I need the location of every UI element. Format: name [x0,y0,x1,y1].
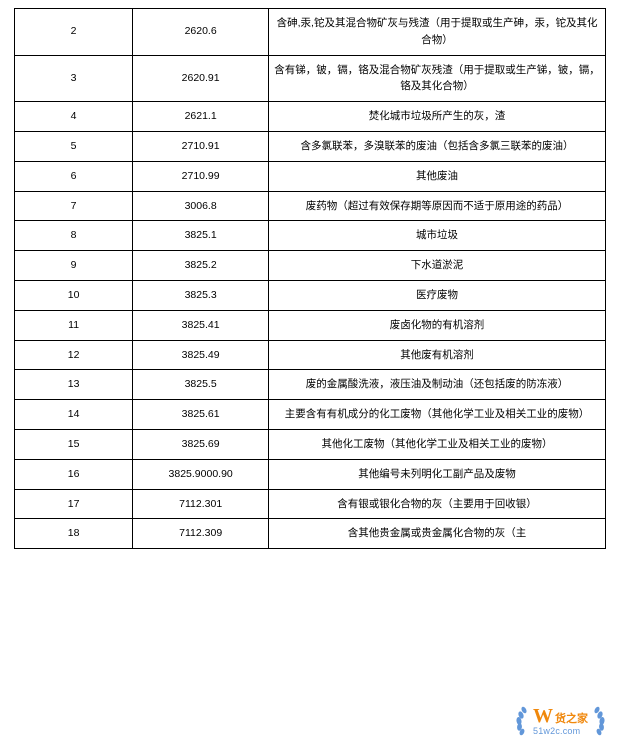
cell-desc: 其他编号未列明化工副产品及废物 [269,459,606,489]
cell-idx: 9 [15,251,133,281]
cell-code: 3825.41 [133,310,269,340]
cell-idx: 15 [15,429,133,459]
cell-code: 3825.2 [133,251,269,281]
cell-desc: 含有锑，铍，镉，铬及混合物矿灰残渣（用于提取或生产锑，铍，镉，铬及其化合物） [269,55,606,102]
cell-code: 2710.91 [133,131,269,161]
cell-idx: 17 [15,489,133,519]
cell-idx: 12 [15,340,133,370]
cell-desc: 下水道淤泥 [269,251,606,281]
cell-idx: 11 [15,310,133,340]
cell-idx: 10 [15,280,133,310]
cell-code: 3825.9000.90 [133,459,269,489]
cell-desc: 其他化工废物（其他化学工业及相关工业的废物） [269,429,606,459]
table-row: 32620.91含有锑，铍，镉，铬及混合物矿灰残渣（用于提取或生产锑，铍，镉，铬… [15,55,606,102]
cell-desc: 含其他贵金属或贵金属化合物的灰（主 [269,519,606,549]
document-page: 22620.6含砷,汞,铊及其混合物矿灰与残渣（用于提取或生产砷，汞，铊及其化合… [0,0,620,557]
cell-idx: 7 [15,191,133,221]
cell-idx: 5 [15,131,133,161]
table-row: 163825.9000.90其他编号未列明化工副产品及废物 [15,459,606,489]
cell-desc: 其他废油 [269,161,606,191]
table-row: 83825.1城市垃圾 [15,221,606,251]
table-row: 113825.41废卤化物的有机溶剂 [15,310,606,340]
logo-letter: W [533,706,553,727]
cell-desc: 含砷,汞,铊及其混合物矿灰与残渣（用于提取或生产砷，汞，铊及其化合物） [269,9,606,56]
cell-code: 3825.5 [133,370,269,400]
cell-code: 3825.61 [133,400,269,430]
table-row: 153825.69其他化工废物（其他化学工业及相关工业的废物） [15,429,606,459]
cell-desc: 废卤化物的有机溶剂 [269,310,606,340]
table-row: 187112.309含其他贵金属或贵金属化合物的灰（主 [15,519,606,549]
logo-text-block: W 货之家 51w2c.com [533,706,588,736]
cell-code: 3006.8 [133,191,269,221]
cell-code: 3825.1 [133,221,269,251]
cell-code: 7112.309 [133,519,269,549]
table-row: 93825.2下水道淤泥 [15,251,606,281]
table-row: 42621.1焚化城市垃圾所产生的灰，渣 [15,102,606,132]
laurel-left-icon [509,706,531,736]
cell-idx: 16 [15,459,133,489]
cell-code: 2710.99 [133,161,269,191]
cell-idx: 18 [15,519,133,549]
cell-desc: 废的金属酸洗液，液压油及制动油（还包括废的防冻液） [269,370,606,400]
cell-desc: 含有银或银化合物的灰（主要用于回收银） [269,489,606,519]
cell-desc: 焚化城市垃圾所产生的灰，渣 [269,102,606,132]
cell-idx: 4 [15,102,133,132]
waste-code-table: 22620.6含砷,汞,铊及其混合物矿灰与残渣（用于提取或生产砷，汞，铊及其化合… [14,8,606,549]
watermark-logo: W 货之家 51w2c.com [509,706,612,736]
table-row: 123825.49其他废有机溶剂 [15,340,606,370]
cell-idx: 3 [15,55,133,102]
table-row: 103825.3医疗废物 [15,280,606,310]
cell-idx: 13 [15,370,133,400]
table-body: 22620.6含砷,汞,铊及其混合物矿灰与残渣（用于提取或生产砷，汞，铊及其化合… [15,9,606,549]
cell-desc: 医疗废物 [269,280,606,310]
table-row: 22620.6含砷,汞,铊及其混合物矿灰与残渣（用于提取或生产砷，汞，铊及其化合… [15,9,606,56]
cell-code: 7112.301 [133,489,269,519]
table-row: 133825.5废的金属酸洗液，液压油及制动油（还包括废的防冻液） [15,370,606,400]
cell-code: 3825.3 [133,280,269,310]
table-row: 62710.99其他废油 [15,161,606,191]
cell-idx: 2 [15,9,133,56]
logo-top-row: W 货之家 [533,706,588,727]
cell-idx: 8 [15,221,133,251]
cell-code: 3825.69 [133,429,269,459]
cell-code: 3825.49 [133,340,269,370]
laurel-right-icon [590,706,612,736]
cell-code: 2621.1 [133,102,269,132]
cell-desc: 主要含有有机成分的化工废物（其他化学工业及相关工业的废物） [269,400,606,430]
table-row: 52710.91含多氯联苯，多溴联苯的废油（包括含多氯三联苯的废油） [15,131,606,161]
cell-desc: 废药物（超过有效保存期等原因而不适于原用途的药品） [269,191,606,221]
table-row: 73006.8废药物（超过有效保存期等原因而不适于原用途的药品） [15,191,606,221]
cell-desc: 含多氯联苯，多溴联苯的废油（包括含多氯三联苯的废油） [269,131,606,161]
table-row: 177112.301含有银或银化合物的灰（主要用于回收银） [15,489,606,519]
cell-code: 2620.6 [133,9,269,56]
logo-url: 51w2c.com [533,727,580,736]
cell-code: 2620.91 [133,55,269,102]
cell-idx: 6 [15,161,133,191]
table-row: 143825.61主要含有有机成分的化工废物（其他化学工业及相关工业的废物） [15,400,606,430]
cell-desc: 城市垃圾 [269,221,606,251]
logo-cn-text: 货之家 [555,714,588,726]
cell-idx: 14 [15,400,133,430]
cell-desc: 其他废有机溶剂 [269,340,606,370]
